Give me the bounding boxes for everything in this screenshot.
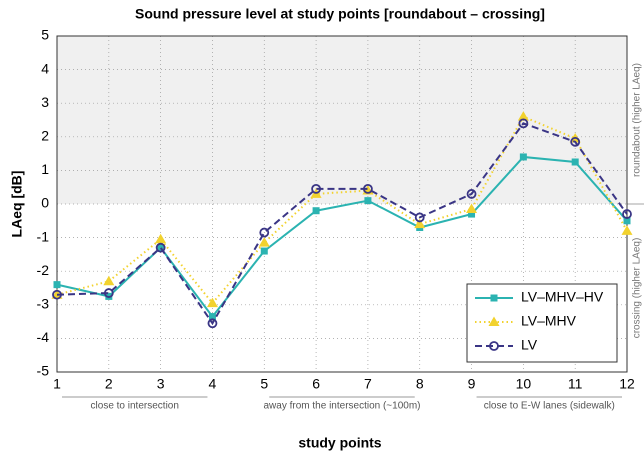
x-axis-label: study points [298, 435, 381, 451]
legend-label: LV–MHV–HV [521, 289, 604, 305]
point [155, 242, 166, 253]
point [103, 288, 114, 298]
y-axis-label: LAeq [dB] [9, 171, 25, 238]
point [206, 297, 218, 308]
y-tick-label: 0 [41, 195, 49, 211]
point [260, 247, 268, 255]
point [570, 136, 581, 147]
y-tick-label: 5 [41, 27, 49, 43]
group-label: close to intersection [91, 401, 179, 412]
x-tick-label: 8 [416, 376, 424, 392]
point [155, 233, 167, 244]
point [53, 281, 61, 289]
point [208, 313, 216, 321]
legend-marker [488, 316, 500, 326]
y-tick-label: 2 [41, 128, 49, 144]
x-tick-label: 11 [568, 376, 583, 392]
group-label: away from the intersection (~100m) [263, 401, 420, 412]
point [312, 207, 320, 215]
series-line [56, 115, 628, 305]
point [519, 153, 527, 161]
y-tick-label: -4 [37, 329, 50, 345]
y-tick-label: -5 [37, 363, 50, 379]
x-tick-label: 10 [516, 376, 532, 392]
point [518, 118, 529, 129]
point [623, 217, 631, 225]
x-tick-label: 4 [209, 376, 217, 392]
point [414, 218, 426, 229]
y-tick-label: -3 [37, 296, 50, 312]
x-tick-label: 12 [619, 376, 635, 392]
x-tick-label: 3 [157, 376, 165, 392]
point [468, 210, 476, 218]
point [157, 244, 165, 252]
point [363, 183, 373, 194]
point [259, 227, 270, 238]
x-tick-label: 2 [105, 376, 113, 392]
x-tick-label: 7 [364, 376, 372, 392]
series-line [56, 155, 628, 319]
x-tick-label: 1 [53, 376, 61, 392]
point [466, 203, 478, 214]
legend-marker [490, 294, 498, 302]
x-tick-label: 9 [468, 376, 476, 392]
chart-title: Sound pressure level at study points [ro… [135, 6, 545, 22]
y-tick-label: 3 [41, 94, 49, 110]
group-label: close to E-W lanes (sidewalk) [484, 401, 615, 412]
point [571, 158, 579, 166]
shaded-region [57, 36, 627, 204]
point [52, 289, 62, 300]
point [517, 111, 529, 121]
x-tick-label: 6 [312, 376, 320, 392]
y-tick-label: -2 [37, 262, 50, 278]
y-tick-label: 1 [41, 161, 49, 177]
point [621, 225, 633, 235]
x-tick-label: 5 [260, 376, 268, 392]
plot-frame [56, 35, 628, 373]
legend-label: LV [521, 337, 538, 353]
point [103, 275, 115, 286]
y-tick-label: 4 [41, 60, 49, 76]
point [364, 197, 372, 205]
point [258, 237, 270, 247]
point [311, 183, 321, 194]
y-tick-label: -1 [37, 228, 50, 244]
legend-label: LV–MHV [521, 313, 577, 329]
point [466, 189, 477, 199]
series-line [56, 122, 628, 326]
side-label: crossing (higher LAeq) [632, 238, 643, 339]
point [414, 212, 425, 223]
point [207, 318, 218, 329]
side-label: roundabout (higher LAeq) [632, 63, 643, 177]
legend-marker [489, 341, 499, 351]
point [622, 209, 632, 219]
